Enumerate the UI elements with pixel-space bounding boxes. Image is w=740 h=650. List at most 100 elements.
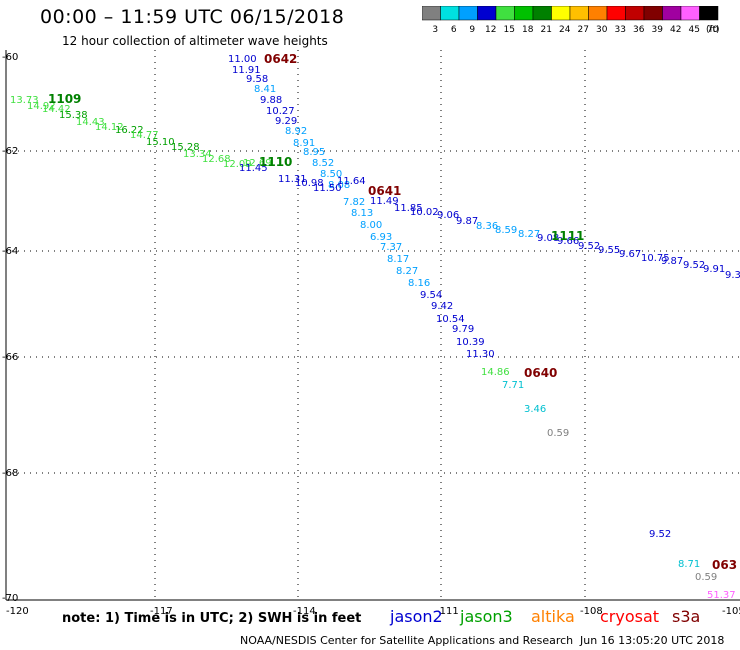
wave-height-reading: 9.58 [246, 74, 268, 85]
wave-height-reading: 9.29 [275, 116, 297, 127]
wave-height-reading: 11.00 [228, 54, 257, 65]
wave-height-reading: 10.54 [436, 314, 465, 325]
wave-height-reading: 15.38 [59, 110, 88, 121]
wave-height-reading: 7.71 [502, 380, 524, 391]
legend-bin-label: 45 [689, 25, 700, 35]
pass-time-label: 0642 [264, 52, 297, 66]
legend-swatch [514, 6, 534, 21]
legend-bin-label: 27 [578, 25, 589, 35]
wave-height-reading: 9.52 [649, 529, 671, 540]
wave-height-reading: 9.67 [619, 249, 641, 260]
wave-height-reading: 7.82 [343, 197, 365, 208]
wave-height-reading: 10.98 [295, 178, 324, 189]
wave-height-reading: 0.59 [695, 572, 717, 583]
wave-height-reading: 10.39 [456, 337, 485, 348]
wave-height-reading: 0.59 [547, 428, 569, 439]
wave-height-reading: 10.27 [266, 106, 295, 117]
wave-height-reading: 14.77 [130, 130, 159, 141]
longitude-label: -111 [436, 606, 459, 617]
pass-time-label: 0640 [524, 366, 557, 380]
footer-note: note: 1) Time is in UTC; 2) SWH is in fe… [62, 611, 362, 626]
wave-height-reading: 12.69 [243, 158, 272, 169]
legend-bin-label: 18 [522, 25, 534, 35]
wave-height-reading: 8.27 [518, 229, 540, 240]
wave-height-reading: 8.52 [312, 158, 334, 169]
longitude-label: -120 [6, 606, 29, 617]
wave-height-reading: 11.91 [232, 65, 261, 76]
longitude-label: -117 [150, 606, 173, 617]
legend-swatch [588, 6, 608, 21]
wave-height-reading: 8.27 [396, 266, 418, 277]
legend-swatch [551, 6, 571, 21]
wave-height-reading: 14.86 [481, 367, 510, 378]
legend-swatch [458, 6, 478, 21]
wave-height-reading: 15.28 [171, 142, 200, 153]
wave-height-reading: 14.92 [27, 101, 56, 112]
pass-time-label: 1109 [48, 92, 81, 106]
wave-height-reading: 9.55 [598, 245, 620, 256]
wave-height-reading: 9.87 [456, 216, 478, 227]
legend-bin-label: 21 [541, 25, 552, 35]
wave-height-reading: 51.37 [707, 590, 736, 601]
color-scale-legend: 3 6 9 12 15 18 21 24 27 30 33 36 39 42 45 70(ft) [422, 6, 720, 35]
wave-height-reading: 8.71 [678, 559, 700, 570]
longitude-labels: -120 -117 -114 -111 -108 -105 [6, 606, 740, 617]
legend-bin-label: 9 [469, 25, 475, 35]
pass-time-label: 1111 [551, 229, 584, 243]
map-grid [6, 50, 740, 600]
legend-swatch [532, 6, 552, 21]
wave-height-reading: 13.73 [10, 95, 39, 106]
wave-height-reading: 7.37 [380, 242, 402, 253]
wave-height-reading: 16.22 [115, 125, 144, 136]
wave-height-reading: 9.87 [661, 256, 683, 267]
satellite-altika: altika [531, 607, 575, 626]
map-title: 00:00 – 11:59 UTC 06/15/2018 [40, 6, 345, 28]
pass-time-labels: 0642 1109 1110 0641 1111 0640 063 [48, 52, 737, 572]
wave-height-reading: 9.79 [452, 324, 474, 335]
legend-swatch [662, 6, 682, 21]
wave-height-reading: 8.59 [495, 225, 517, 236]
wave-height-reading: 11.31 [278, 174, 307, 185]
legend-swatch [477, 6, 497, 21]
wave-height-reading: 11.64 [337, 176, 366, 187]
wave-height-reading: 11.85 [394, 203, 423, 214]
wave-height-reading: 9.54 [420, 290, 442, 301]
longitude-label: -108 [580, 606, 603, 617]
legend-swatch [625, 6, 645, 21]
legend-bin-label: 6 [451, 25, 457, 35]
legend-swatch [680, 6, 700, 21]
wave-height-reading: 14.42 [42, 104, 71, 115]
wave-height-reading: 12.09 [223, 159, 252, 170]
wave-height-reading: 11.30 [466, 349, 495, 360]
satellite-jason3: jason3 [460, 607, 513, 626]
wave-height-reading: 9.08 [537, 233, 559, 244]
wave-height-reading: 8.91 [293, 138, 315, 149]
wave-height-reading: 8.08 [328, 180, 350, 191]
wave-height-reading: 8.92 [285, 126, 307, 137]
wave-height-reading: 14.43 [76, 117, 105, 128]
legend-swatch [422, 6, 441, 21]
wave-height-reading: 9.06 [437, 210, 459, 221]
wave-height-reading: 8.00 [360, 220, 382, 231]
wave-height-reading: 9.52 [578, 241, 600, 252]
wave-height-reading: 8.41 [254, 84, 276, 95]
pass-time-label: 063 [712, 558, 737, 572]
generated-timestamp: Jun 16 13:05:20 UTC 2018 [580, 634, 725, 647]
wave-height-reading: 8.36 [476, 221, 498, 232]
wave-height-reading: 15.10 [146, 137, 175, 148]
legend-swatch [569, 6, 589, 21]
legend-bin-label: 3 [432, 25, 438, 35]
wave-height-reading: 9.42 [431, 301, 453, 312]
wave-height-reading: 8.17 [387, 254, 409, 265]
legend-bin-label: 30 [596, 25, 608, 35]
wave-height-reading: 10.02 [410, 207, 439, 218]
legend-swatch [699, 6, 719, 21]
latitude-label: -62 [2, 146, 18, 157]
pass-time-label: 0641 [368, 184, 401, 198]
latitude-label: -64 [2, 246, 18, 257]
latitude-label: -68 [2, 468, 18, 479]
legend-swatch [606, 6, 626, 21]
wave-height-reading: 9.88 [260, 95, 282, 106]
wave-height-reading: 6.93 [370, 232, 392, 243]
